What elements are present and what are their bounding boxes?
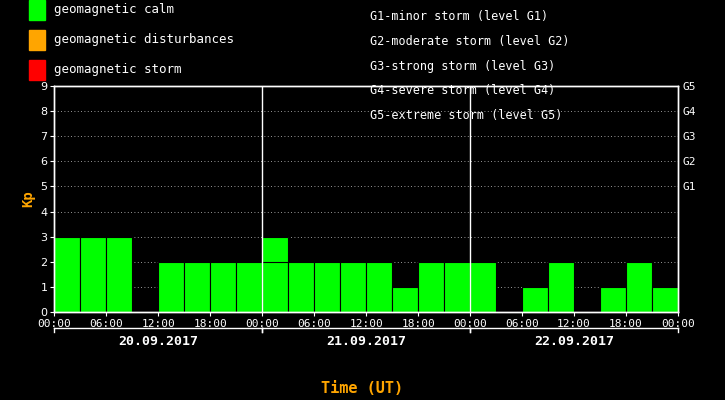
Bar <box>704 262 725 312</box>
Text: 20.09.2017: 20.09.2017 <box>118 334 199 348</box>
Bar <box>340 262 366 312</box>
Text: G2-moderate storm (level G2): G2-moderate storm (level G2) <box>370 35 569 48</box>
Bar <box>470 262 496 312</box>
Bar <box>678 262 704 312</box>
Text: geomagnetic calm: geomagnetic calm <box>54 4 174 16</box>
Text: geomagnetic disturbances: geomagnetic disturbances <box>54 34 233 46</box>
Bar <box>236 262 262 312</box>
Bar <box>314 262 340 312</box>
Text: 21.09.2017: 21.09.2017 <box>326 334 406 348</box>
Text: G5-extreme storm (level G5): G5-extreme storm (level G5) <box>370 109 562 122</box>
Bar <box>418 262 444 312</box>
Text: G1-minor storm (level G1): G1-minor storm (level G1) <box>370 10 548 23</box>
Bar <box>626 262 652 312</box>
Y-axis label: Kp: Kp <box>21 191 35 207</box>
Bar <box>652 287 678 312</box>
Text: G3-strong storm (level G3): G3-strong storm (level G3) <box>370 60 555 73</box>
Text: G4-severe storm (level G4): G4-severe storm (level G4) <box>370 84 555 98</box>
Bar <box>444 262 470 312</box>
Bar <box>548 262 574 312</box>
Bar <box>392 287 418 312</box>
Bar <box>54 237 80 312</box>
Bar <box>80 237 107 312</box>
Text: geomagnetic storm: geomagnetic storm <box>54 64 181 76</box>
Text: Time (UT): Time (UT) <box>321 381 404 396</box>
Bar <box>288 262 314 312</box>
Bar <box>158 262 184 312</box>
Bar <box>210 262 236 312</box>
Bar <box>366 262 392 312</box>
Bar <box>600 287 626 312</box>
Bar <box>107 237 132 312</box>
Bar <box>262 262 288 312</box>
Bar <box>288 262 314 312</box>
Bar <box>522 287 548 312</box>
Bar <box>262 237 288 312</box>
Bar <box>184 262 210 312</box>
Text: 22.09.2017: 22.09.2017 <box>534 334 614 348</box>
